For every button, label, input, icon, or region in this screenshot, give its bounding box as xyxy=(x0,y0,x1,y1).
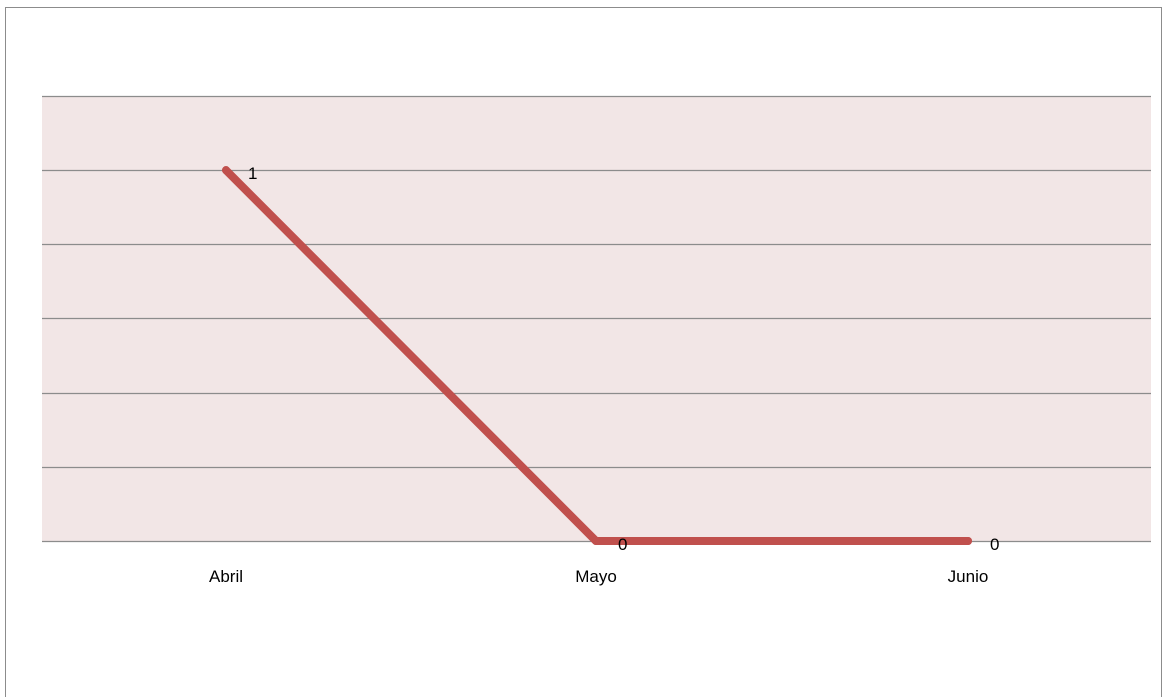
data-label: 0 xyxy=(618,535,627,554)
x-tick-label: Mayo xyxy=(575,567,617,586)
data-label: 0 xyxy=(990,535,999,554)
x-tick-label: Junio xyxy=(948,567,989,586)
gridlines xyxy=(42,95,1151,543)
x-tick-label: Abril xyxy=(209,567,243,586)
series-point xyxy=(592,537,600,545)
data-labels: 1 0 0 xyxy=(248,164,999,554)
series-point xyxy=(222,166,230,175)
series-lines xyxy=(222,166,972,545)
x-axis-tick-labels: Abril Mayo Junio xyxy=(209,567,988,586)
series-point xyxy=(964,537,972,545)
data-label: 1 xyxy=(248,164,257,183)
